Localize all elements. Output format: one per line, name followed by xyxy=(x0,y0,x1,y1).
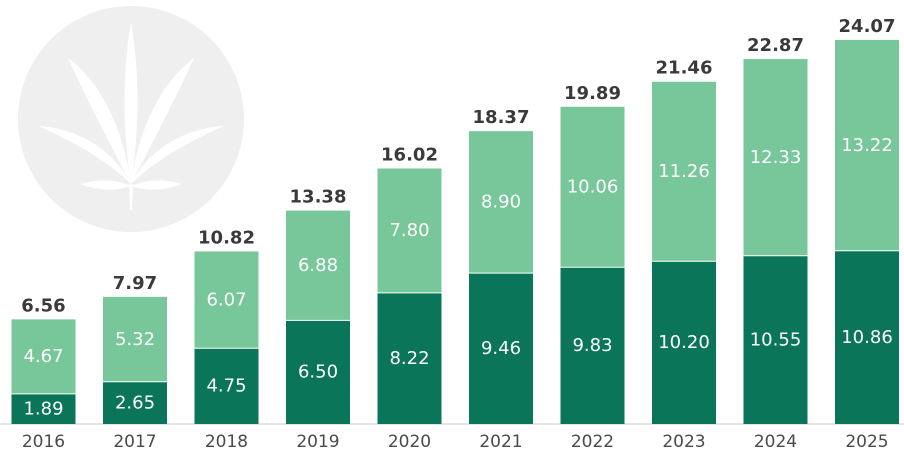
bar-segment-top-2020 xyxy=(377,168,442,293)
bar-segment-bottom-2022 xyxy=(560,267,625,424)
data-label-top-2021: 8.90 xyxy=(481,192,521,213)
data-label-bottom-2016: 1.89 xyxy=(23,398,63,419)
x-tick-label-2021: 2021 xyxy=(479,432,522,452)
x-tick-label-2024: 2024 xyxy=(754,432,797,452)
bar-segment-top-2016 xyxy=(11,319,76,394)
data-label-bottom-2019: 6.50 xyxy=(298,362,338,383)
data-label-bottom-2020: 8.22 xyxy=(389,348,429,369)
bar-segment-bottom-2018 xyxy=(194,348,259,424)
x-tick-label-2019: 2019 xyxy=(296,432,339,452)
data-label-top-2019: 6.88 xyxy=(298,255,338,276)
total-label-2022: 19.89 xyxy=(564,83,621,104)
data-label-top-2017: 5.32 xyxy=(115,329,155,350)
total-label-2016: 6.56 xyxy=(21,295,65,316)
total-label-2023: 21.46 xyxy=(656,58,713,79)
data-label-top-2023: 11.26 xyxy=(658,161,710,182)
bar-segment-top-2023 xyxy=(652,81,716,262)
bar-segment-top-2019 xyxy=(286,210,350,321)
bar-segment-top-2024 xyxy=(743,59,808,256)
bar-segment-bottom-2019 xyxy=(286,320,350,424)
bar-segment-top-2018 xyxy=(194,251,259,349)
cannabis-leaf-icon xyxy=(18,6,244,232)
data-label-top-2025: 13.22 xyxy=(841,135,893,156)
bar-segment-top-2022 xyxy=(560,106,625,268)
x-tick-label-2025: 2025 xyxy=(845,432,888,452)
bar-segment-bottom-2020 xyxy=(377,292,442,424)
total-label-2024: 22.87 xyxy=(747,35,804,56)
total-label-2025: 24.07 xyxy=(839,16,896,37)
bar-segment-top-2025 xyxy=(835,39,899,251)
total-label-2018: 10.82 xyxy=(198,227,255,248)
bar-segment-top-2021 xyxy=(469,131,533,274)
bar-segment-bottom-2023 xyxy=(652,261,716,424)
data-label-top-2022: 10.06 xyxy=(567,176,619,197)
data-label-bottom-2024: 10.55 xyxy=(750,329,802,350)
total-label-2017: 7.97 xyxy=(113,273,157,294)
data-label-top-2024: 12.33 xyxy=(750,147,802,168)
bar-segment-top-2017 xyxy=(103,296,167,382)
x-tick-label-2022: 2022 xyxy=(571,432,614,452)
bar-segment-bottom-2024 xyxy=(743,255,808,424)
data-label-bottom-2018: 4.75 xyxy=(206,376,246,397)
bar-segment-bottom-2025 xyxy=(835,250,899,424)
x-tick-label-2018: 2018 xyxy=(205,432,248,452)
x-tick-label-2020: 2020 xyxy=(388,432,431,452)
data-label-bottom-2023: 10.20 xyxy=(658,332,710,353)
data-label-bottom-2017: 2.65 xyxy=(115,392,155,413)
bars-layer xyxy=(11,39,899,424)
data-label-bottom-2025: 10.86 xyxy=(841,327,893,348)
bar-segment-bottom-2021 xyxy=(469,273,533,424)
bar-segment-bottom-2016 xyxy=(11,393,76,424)
total-label-2019: 13.38 xyxy=(290,187,347,208)
labels-layer: 1.89 4.67 6.56 2016 2.65 5.32 7.97 2017 4.75 6.07… xyxy=(21,16,895,452)
bar-segment-bottom-2017 xyxy=(103,381,167,424)
data-label-bottom-2021: 9.46 xyxy=(481,338,521,359)
data-label-top-2016: 4.67 xyxy=(23,346,63,367)
data-label-top-2020: 7.80 xyxy=(389,220,429,241)
total-label-2020: 16.02 xyxy=(381,144,438,165)
x-tick-label-2016: 2016 xyxy=(22,432,65,452)
data-label-bottom-2022: 9.83 xyxy=(572,335,612,356)
data-label-top-2018: 6.07 xyxy=(206,289,246,310)
x-tick-label-2023: 2023 xyxy=(662,432,705,452)
x-tick-label-2017: 2017 xyxy=(113,432,156,452)
total-label-2021: 18.37 xyxy=(473,107,530,128)
